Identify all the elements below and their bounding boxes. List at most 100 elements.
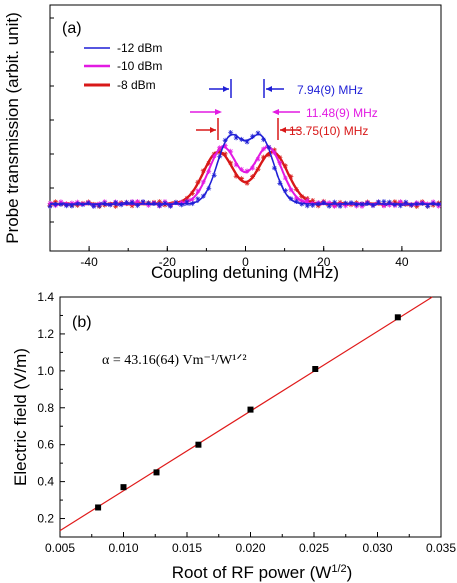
y-tick-label: 0.4 xyxy=(37,475,54,489)
data-marker xyxy=(304,203,310,209)
arrow-right-head xyxy=(272,109,279,115)
data-marker xyxy=(113,203,119,209)
data-marker xyxy=(118,202,124,208)
data-marker xyxy=(260,154,266,160)
data-marker xyxy=(244,139,250,145)
data-marker xyxy=(337,203,343,209)
x-tick-label: 0.025 xyxy=(299,541,329,555)
data-marker xyxy=(156,203,162,209)
data-marker xyxy=(47,203,53,209)
data-marker xyxy=(343,200,349,206)
data-marker xyxy=(425,203,431,209)
panel-a-x-ticks: -40 -20 0 20 40 xyxy=(49,246,442,269)
legend-label-8dbm: -8 dBm xyxy=(117,78,156,92)
data-marker xyxy=(293,196,299,202)
data-marker xyxy=(233,135,239,141)
panel-a-legend: -12 dBm -10 dBm -8 dBm xyxy=(84,41,162,92)
fit-line xyxy=(59,296,433,532)
arrow-left-head xyxy=(215,109,222,115)
arrow-left-head xyxy=(210,127,216,133)
panel-b-fit-line xyxy=(59,296,433,532)
panel-b: (b) α = 43.16(64) Vm⁻¹/W¹ᐟ² 0.005 0.010 0.… xyxy=(11,290,456,582)
data-marker xyxy=(397,203,403,209)
data-marker xyxy=(178,199,184,205)
x-tick-label: 0.015 xyxy=(172,541,202,555)
data-marker xyxy=(326,203,332,209)
panel-a-curves xyxy=(47,129,442,209)
x-tick-label: 40 xyxy=(395,255,409,269)
splitting-annotation-12dbm: 7.94(9) MHz xyxy=(209,79,363,98)
panel-a-frame xyxy=(49,4,442,252)
data-marker xyxy=(233,173,239,179)
data-marker xyxy=(348,200,354,206)
data-marker xyxy=(222,143,228,149)
data-point xyxy=(120,484,127,491)
data-marker xyxy=(343,203,349,209)
data-marker xyxy=(178,202,184,208)
panel-b-points xyxy=(95,314,401,511)
data-marker xyxy=(222,137,228,143)
data-marker xyxy=(271,147,277,153)
panel-b-x-axis-title: Root of RF power (W1/2) xyxy=(172,563,353,582)
data-marker xyxy=(392,199,398,205)
x-tick-label: 0 xyxy=(242,255,249,269)
data-point xyxy=(195,441,202,448)
data-marker xyxy=(408,202,414,208)
panel-b-y-ticks: 0.2 0.4 0.6 0.8 1.0 1.2 1.4 xyxy=(37,290,65,526)
data-marker xyxy=(370,203,376,209)
series-fit-0 xyxy=(50,133,441,205)
data-point xyxy=(312,366,319,372)
data-marker xyxy=(304,197,310,203)
data-marker xyxy=(167,203,173,209)
legend-label-12dbm: -12 dBm xyxy=(117,41,162,55)
data-marker xyxy=(107,202,113,208)
data-marker xyxy=(173,199,179,205)
data-marker xyxy=(266,152,272,158)
x-tick-label: -20 xyxy=(159,255,177,269)
data-marker xyxy=(403,199,409,205)
data-marker xyxy=(222,151,228,157)
legend-label-10dbm: -10 dBm xyxy=(117,59,162,73)
arrow-left-head xyxy=(223,86,229,92)
data-marker xyxy=(386,202,392,208)
data-marker xyxy=(386,199,392,205)
data-marker xyxy=(91,203,97,209)
data-marker xyxy=(228,148,234,154)
data-marker xyxy=(321,200,327,206)
data-point xyxy=(394,314,401,321)
panel-b-frame xyxy=(59,296,442,538)
data-marker xyxy=(146,200,152,206)
data-marker xyxy=(397,199,403,205)
panel-b-label: (b) xyxy=(72,314,92,331)
data-point xyxy=(247,406,254,413)
data-marker xyxy=(381,203,387,209)
data-marker xyxy=(69,203,75,209)
y-tick-label: 0.8 xyxy=(37,401,54,415)
panel-a-y-ticks xyxy=(50,17,56,223)
data-marker xyxy=(255,130,261,136)
data-marker xyxy=(63,203,69,209)
x-tick-label: 0.020 xyxy=(235,541,265,555)
data-marker xyxy=(282,188,288,194)
panel-b-x-ticks: 0.005 0.010 0.015 0.020 0.025 0.030 0.035 xyxy=(45,532,456,555)
panel-a-label: (a) xyxy=(62,20,82,37)
data-marker xyxy=(310,202,316,208)
splitting-label-10dbm: 11.48(9) MHz xyxy=(306,106,378,120)
data-marker xyxy=(135,199,141,205)
x-tick-label: 0.035 xyxy=(426,541,456,555)
data-marker xyxy=(184,199,190,205)
data-marker xyxy=(162,200,168,206)
data-marker xyxy=(414,203,420,209)
panel-b-annotation: α = 43.16(64) Vm⁻¹/W¹ᐟ² xyxy=(102,353,247,368)
series-fit-2 xyxy=(50,150,441,206)
data-marker xyxy=(332,199,338,205)
panel-a-x-axis-title: Coupling detuning (MHz) xyxy=(151,263,339,282)
panel-b-y-axis-title: Electric field (V/m) xyxy=(11,348,30,486)
data-markers-0 xyxy=(47,129,442,209)
data-marker xyxy=(364,200,370,206)
y-tick-label: 1.4 xyxy=(37,290,54,304)
x-tick-label: -40 xyxy=(80,255,98,269)
y-tick-label: 0.6 xyxy=(37,438,54,452)
y-tick-label: 1.0 xyxy=(37,364,54,378)
data-marker xyxy=(195,196,201,202)
